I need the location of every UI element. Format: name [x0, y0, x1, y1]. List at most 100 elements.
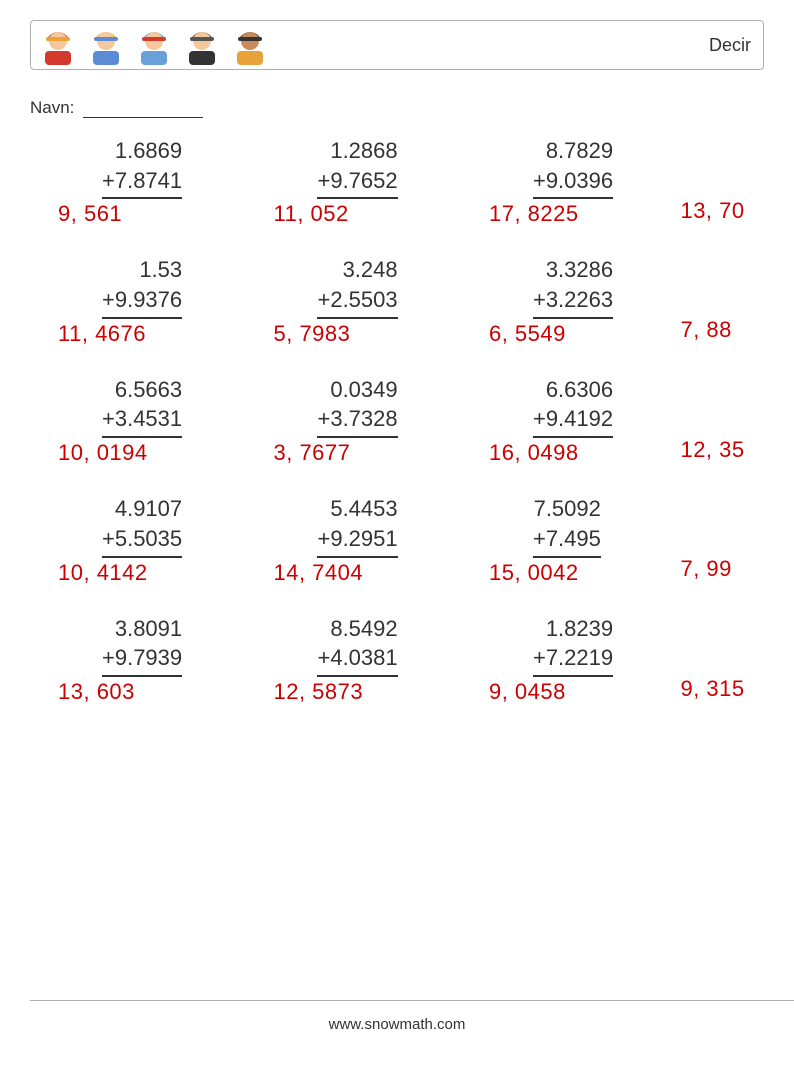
problem-rule — [102, 197, 182, 199]
problem-cell: 1.53+9.9376 11, 4676 — [30, 255, 245, 346]
problem-cell: 13, 70 — [676, 136, 794, 227]
problem-bottom-number: +9.7652 — [317, 166, 397, 196]
problem-top-number: 3.248 — [317, 255, 397, 285]
problem-cell: 1.2868+9.765211, 052 — [245, 136, 460, 227]
problem-bottom-number: +3.4531 — [102, 404, 182, 434]
footer-text: www.snowmath.com — [0, 1016, 794, 1033]
problem-bottom-number: +4.0381 — [317, 643, 397, 673]
problem-top-number: 3.3286 — [533, 255, 613, 285]
problem-cell: 12, 35 — [676, 375, 794, 466]
problem-answer: 6, 5549 — [461, 321, 676, 347]
problem-cell: 3.248+2.5503 5, 7983 — [245, 255, 460, 346]
problem-cell: 0.0349+3.73283, 7677 — [245, 375, 460, 466]
footer-divider — [30, 1000, 794, 1001]
problem-rule — [102, 317, 182, 319]
problem-top-number: 5.4453 — [317, 494, 397, 524]
problem-stack: 1.8239+7.2219 — [533, 614, 613, 677]
problem-rule — [533, 197, 613, 199]
problem-rule — [317, 197, 397, 199]
problem-cell: 1.6869+7.87419, 561 — [30, 136, 245, 227]
worker-cap-icon — [135, 25, 173, 65]
name-blank-line[interactable] — [83, 98, 203, 118]
problem-cell: 5.4453+9.2951 14, 7404 — [245, 494, 460, 585]
problem-row: 6.5663+3.453110, 01940.0349+3.73283, 767… — [30, 375, 794, 466]
problem-answer: 12, 5873 — [245, 679, 460, 705]
problem-answer: 10, 0194 — [30, 440, 245, 466]
problem-stack: 8.5492+4.0381 — [317, 614, 397, 677]
problem-cell: 6.6306+9.419216, 0498 — [461, 375, 676, 466]
header-title: Decir — [709, 35, 755, 56]
problem-top-number: 8.5492 — [317, 614, 397, 644]
problem-rule — [317, 675, 397, 677]
problem-cell: 4.9107+5.503510, 4142 — [30, 494, 245, 585]
problem-stack: 1.2868+9.7652 — [317, 136, 397, 199]
name-label: Navn: — [30, 98, 74, 117]
problem-cell: 7, 99 — [676, 494, 794, 585]
worker-yellow-icon — [231, 25, 269, 65]
problem-top-number: 1.2868 — [317, 136, 397, 166]
problem-top-number: 7.5092 — [533, 494, 601, 524]
problem-cell: 7, 88 — [676, 255, 794, 346]
problem-rule — [533, 317, 613, 319]
problem-cell: 9, 315 — [676, 614, 794, 705]
problem-rule — [317, 317, 397, 319]
problem-stack: 1.53+9.9376 — [102, 255, 182, 318]
problem-cell: 8.5492+4.038112, 5873 — [245, 614, 460, 705]
problem-answer: 9, 0458 — [461, 679, 676, 705]
problem-answer: 14, 7404 — [245, 560, 460, 586]
problem-cell: 3.3286+3.22636, 5549 — [461, 255, 676, 346]
problem-stack: 3.8091+9.7939 — [102, 614, 182, 677]
problem-answer: 9, 561 — [30, 201, 245, 227]
worker-red-icon — [39, 25, 77, 65]
problem-answer: 13, 603 — [30, 679, 245, 705]
problem-stack: 1.6869+7.8741 — [102, 136, 182, 199]
problem-answer: 5, 7983 — [245, 321, 460, 347]
problem-rule — [102, 675, 182, 677]
problem-bottom-number: +9.9376 — [102, 285, 182, 315]
problem-row: 4.9107+5.503510, 4142 5.4453+9.2951 14, 74… — [30, 494, 794, 585]
problem-cell: 3.8091+9.793913, 603 — [30, 614, 245, 705]
problem-top-number: 4.9107 — [102, 494, 182, 524]
problem-answer: 15, 0042 — [461, 560, 676, 586]
problem-cell: 7.5092+7.495 15, 0042 — [461, 494, 676, 585]
problem-rule — [533, 675, 613, 677]
problem-answer: 7, 88 — [676, 317, 794, 343]
problem-bottom-number: +9.4192 — [533, 404, 613, 434]
problem-top-number: 6.6306 — [533, 375, 613, 405]
problem-rule — [102, 436, 182, 438]
problem-top-number: 3.8091 — [102, 614, 182, 644]
problem-answer: 16, 0498 — [461, 440, 676, 466]
problem-rule — [317, 556, 397, 558]
header-bar: Decir — [30, 20, 764, 70]
problem-stack: 3.248+2.5503 — [317, 255, 397, 318]
problem-cell: 8.7829+9.039617, 8225 — [461, 136, 676, 227]
problem-bottom-number: +7.495 — [533, 524, 601, 554]
problem-top-number: 6.5663 — [102, 375, 182, 405]
problem-stack: 6.6306+9.4192 — [533, 375, 613, 438]
problem-rule — [533, 556, 601, 558]
problem-bottom-number: +7.8741 — [102, 166, 182, 196]
problem-stack: 8.7829+9.0396 — [533, 136, 613, 199]
problem-top-number: 1.53 — [102, 255, 182, 285]
header-icons — [39, 25, 269, 65]
problem-answer: 3, 7677 — [245, 440, 460, 466]
problem-bottom-number: +7.2219 — [533, 643, 613, 673]
problem-stack: 0.0349+3.7328 — [317, 375, 397, 438]
problem-answer: 12, 35 — [676, 437, 794, 463]
problem-row: 1.53+9.937611, 46763.248+2.55035, 79833.… — [30, 255, 794, 346]
problem-rule — [102, 556, 182, 558]
problem-cell: 1.8239+7.22199, 0458 — [461, 614, 676, 705]
problem-stack: 7.5092+7.495 — [533, 494, 601, 557]
problem-answer: 13, 70 — [676, 198, 794, 224]
problem-bottom-number: +9.2951 — [317, 524, 397, 554]
problem-rule — [317, 436, 397, 438]
problem-row: 1.6869+7.87419, 5611.2868+9.765211, 0528… — [30, 136, 794, 227]
problem-row: 3.8091+9.793913, 6038.5492+4.038112, 587… — [30, 614, 794, 705]
problem-bottom-number: +5.5035 — [102, 524, 182, 554]
problem-stack: 6.5663+3.4531 — [102, 375, 182, 438]
worker-blue-icon — [87, 25, 125, 65]
problem-answer: 7, 99 — [676, 556, 794, 582]
problem-answer: 11, 4676 — [30, 321, 245, 347]
problem-bottom-number: +9.7939 — [102, 643, 182, 673]
problem-bottom-number: +9.0396 — [533, 166, 613, 196]
